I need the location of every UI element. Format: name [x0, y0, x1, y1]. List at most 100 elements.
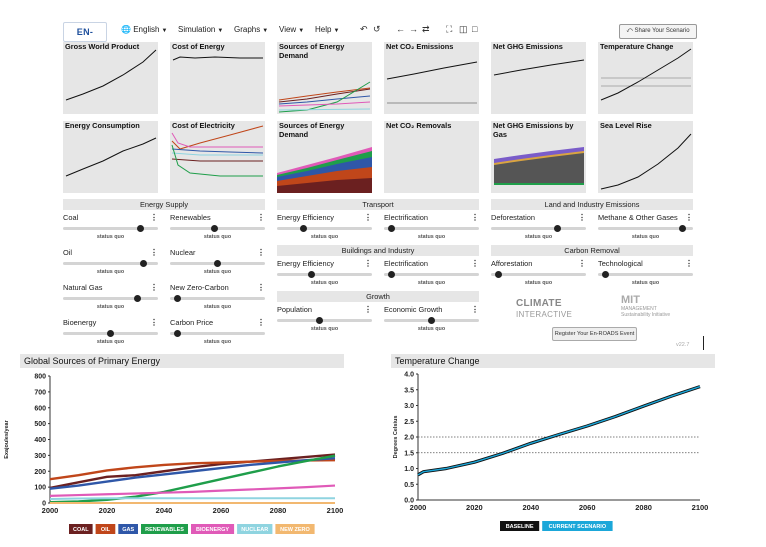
thumb-cost-of-electricity[interactable]: Cost of Electricity: [170, 121, 265, 193]
arrow-right-icon[interactable]: →: [409, 24, 418, 34]
slider-nuclear[interactable]: Nuclear ⋮ status quo: [170, 248, 265, 278]
slider-track[interactable]: [63, 227, 158, 230]
slider-handle[interactable]: [554, 225, 562, 232]
view-menu[interactable]: View ▼: [279, 25, 304, 34]
help-menu[interactable]: Help ▼: [315, 25, 339, 34]
compare-icon[interactable]: ⇄: [422, 24, 430, 34]
primary-energy-chart[interactable]: 0 100 200 300 400 500 600 700 800 2000 2020 2040 206…: [0, 368, 360, 547]
kebab-menu-icon[interactable]: ⋮: [578, 259, 586, 268]
kebab-menu-icon[interactable]: ⋮: [257, 283, 265, 292]
slider-handle[interactable]: [387, 225, 395, 232]
slider-handle[interactable]: [307, 271, 315, 278]
slider-carbon-price[interactable]: Carbon Price ⋮ status quo: [170, 318, 265, 348]
slider-track[interactable]: [598, 273, 693, 276]
slider-track[interactable]: [277, 273, 372, 276]
kebab-menu-icon[interactable]: ⋮: [471, 213, 479, 222]
fullscreen-icon[interactable]: ⛶: [446, 24, 453, 34]
slider-handle[interactable]: [299, 225, 307, 232]
slider-track[interactable]: [598, 227, 693, 230]
slider-handle[interactable]: [173, 330, 181, 337]
slider-natural-gas[interactable]: Natural Gas ⋮ status quo: [63, 283, 158, 313]
kebab-menu-icon[interactable]: ⋮: [578, 213, 586, 222]
kebab-menu-icon[interactable]: ⋮: [257, 318, 265, 327]
thumb-sources-of-energy-demand[interactable]: Sources of Energy Demand: [277, 42, 372, 114]
kebab-menu-icon[interactable]: ⋮: [471, 259, 479, 268]
language-menu[interactable]: 🌐 English ▼: [121, 25, 167, 34]
kebab-menu-icon[interactable]: ⋮: [685, 259, 693, 268]
en-roads-logo[interactable]: EN-ROADS: [63, 22, 107, 55]
slider-transport-energy-efficiency[interactable]: Energy Efficiency ⋮ status quo: [277, 213, 372, 243]
slider-track[interactable]: [63, 262, 158, 265]
kebab-menu-icon[interactable]: ⋮: [364, 305, 372, 314]
slider-bioenergy[interactable]: Bioenergy ⋮ status quo: [63, 318, 158, 348]
thumb-net-ghg-emissions-by-gas[interactable]: Net GHG Emissions by Gas: [491, 121, 586, 193]
kebab-menu-icon[interactable]: ⋮: [257, 213, 265, 222]
slider-handle[interactable]: [107, 330, 114, 337]
slider-oil[interactable]: Oil ⋮ status quo: [63, 248, 158, 278]
thumb-net-ghg-emissions[interactable]: Net GHG Emissions: [491, 42, 586, 114]
arrow-left-icon[interactable]: ←: [396, 24, 405, 34]
slider-track[interactable]: [384, 227, 479, 230]
share-scenario-button[interactable]: ⤺ Share Your Scenario: [619, 24, 697, 39]
slider-handle[interactable]: [214, 260, 221, 267]
thumb-energy-consumption[interactable]: Energy Consumption: [63, 121, 158, 193]
slider-handle[interactable]: [428, 317, 435, 324]
kebab-menu-icon[interactable]: ⋮: [150, 318, 158, 327]
simulation-menu[interactable]: Simulation ▼: [178, 25, 223, 34]
thumb-gross-world-product[interactable]: Gross World Product: [63, 42, 158, 114]
slider-track[interactable]: [170, 297, 265, 300]
slider-transport-electrification[interactable]: Electrification ⋮ status quo: [384, 213, 479, 243]
thumb-cost-of-energy[interactable]: Cost of Energy: [170, 42, 265, 114]
thumb-temperature-change[interactable]: Temperature Change: [598, 42, 693, 114]
temperature-chart[interactable]: 0.0 0.5 1.0 1.5 2.0 2.5 3.0 3.5 4.0 2000 2020 2040 2…: [370, 368, 766, 547]
slider-handle[interactable]: [494, 271, 502, 278]
slider-handle[interactable]: [678, 225, 686, 232]
slider-track[interactable]: [491, 227, 586, 230]
slider-handle[interactable]: [601, 271, 609, 278]
slider-handle[interactable]: [315, 317, 323, 324]
slider-coal[interactable]: Coal ⋮ status quo: [63, 213, 158, 243]
slider-technological[interactable]: Technological ⋮ status quo: [598, 259, 693, 289]
undo-icon[interactable]: ↶: [360, 24, 368, 34]
slider-handle[interactable]: [136, 225, 144, 232]
slider-track[interactable]: [170, 332, 265, 335]
slider-track[interactable]: [491, 273, 586, 276]
kebab-menu-icon[interactable]: ⋮: [257, 248, 265, 257]
thumb-net-co2-removals[interactable]: Net CO₂ Removals: [384, 121, 479, 193]
slider-track[interactable]: [384, 273, 479, 276]
kebab-menu-icon[interactable]: ⋮: [150, 248, 158, 257]
slider-buildings-energy-efficiency[interactable]: Energy Efficiency ⋮ status quo: [277, 259, 372, 289]
slider-handle[interactable]: [387, 271, 395, 278]
slider-track[interactable]: [277, 319, 372, 322]
slider-handle[interactable]: [211, 225, 219, 232]
slider-track[interactable]: [277, 227, 372, 230]
slider-handle[interactable]: [139, 260, 147, 267]
kebab-menu-icon[interactable]: ⋮: [150, 213, 158, 222]
window-icon[interactable]: □: [472, 24, 478, 34]
slider-afforestation[interactable]: Afforestation ⋮ status quo: [491, 259, 586, 289]
slider-track[interactable]: [63, 297, 158, 300]
mit-sloan-logo[interactable]: MIT MANAGEMENT Sustainability Initiative: [621, 295, 685, 325]
slider-handle[interactable]: [173, 295, 181, 302]
kebab-menu-icon[interactable]: ⋮: [150, 283, 158, 292]
slider-population[interactable]: Population ⋮ status quo: [277, 305, 372, 335]
slider-handle[interactable]: [134, 295, 142, 302]
kebab-menu-icon[interactable]: ⋮: [685, 213, 693, 222]
slider-renewables[interactable]: Renewables ⋮ status quo: [170, 213, 265, 243]
kebab-menu-icon[interactable]: ⋮: [364, 213, 372, 222]
kebab-menu-icon[interactable]: ⋮: [471, 305, 479, 314]
register-event-button[interactable]: Register Your En-ROADS Event: [552, 327, 637, 341]
climate-interactive-logo[interactable]: CLIMATE INTERACTIVE: [516, 298, 588, 324]
slider-new-zero-carbon[interactable]: New Zero-Carbon ⋮ status quo: [170, 283, 265, 313]
slider-deforestation[interactable]: Deforestation ⋮ status quo: [491, 213, 586, 243]
slider-economic-growth[interactable]: Economic Growth ⋮ status quo: [384, 305, 479, 335]
thumb-sea-level-rise[interactable]: Sea Level Rise: [598, 121, 693, 193]
layout-icon[interactable]: ◫: [459, 24, 468, 34]
slider-methane-other-gases[interactable]: Methane & Other Gases ⋮ status quo: [598, 213, 693, 243]
slider-buildings-electrification[interactable]: Electrification ⋮ status quo: [384, 259, 479, 289]
graphs-menu[interactable]: Graphs ▼: [234, 25, 268, 34]
thumb-net-co2-emissions[interactable]: Net CO₂ Emissions: [384, 42, 479, 114]
reset-icon[interactable]: ↺: [373, 24, 381, 34]
kebab-menu-icon[interactable]: ⋮: [364, 259, 372, 268]
thumb-sources-of-energy-demand-stacked[interactable]: Sources of Energy Demand: [277, 121, 372, 193]
